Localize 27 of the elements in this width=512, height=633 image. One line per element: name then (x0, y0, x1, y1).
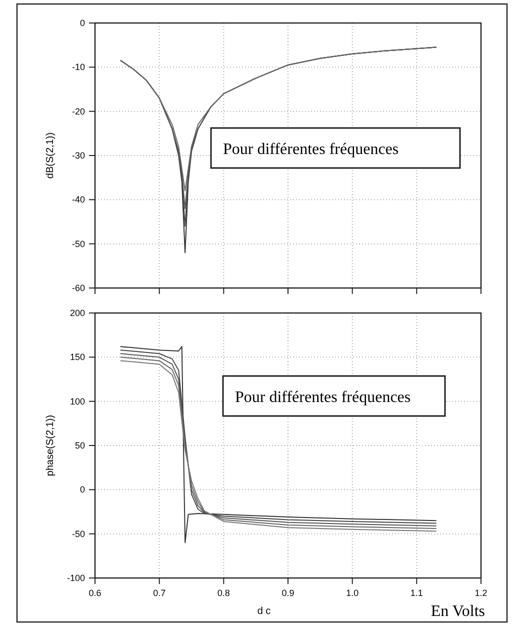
y-tick-label: -30 (72, 150, 85, 160)
y-tick-label: 200 (70, 308, 85, 318)
annotation: Pour différentes fréquences (235, 389, 411, 406)
annotation: Pour différentes fréquences (223, 141, 399, 158)
y-tick-label: 0 (80, 484, 85, 495)
x-tick-label: 0.9 (282, 588, 294, 598)
y-tick-label: -100 (66, 573, 85, 583)
y-axis-title: phase(S(2,1)) (45, 414, 56, 476)
y-tick-label: 50 (74, 440, 85, 450)
x-tick-label: 1.0 (346, 588, 359, 598)
x-tick-label: 0.8 (217, 588, 230, 598)
y-tick-label: -10 (72, 62, 85, 72)
y-axis-title: dB(S(2,1)) (45, 132, 56, 179)
y-tick-label: -20 (72, 106, 85, 116)
x-tick-label: 0.7 (153, 588, 166, 598)
y-tick-label: -50 (72, 238, 85, 249)
y-tick-label: 100 (70, 396, 85, 406)
y-tick-label: 150 (70, 352, 85, 362)
y-tick-label: -50 (72, 528, 85, 539)
y-tick-label: 0 (80, 18, 85, 28)
text: En Volts (430, 603, 485, 620)
x-tick-label: 1.2 (474, 588, 488, 598)
y-tick-label: -60 (72, 283, 85, 293)
x-tick-label: 1.1 (410, 588, 423, 598)
x-axis-title: d c (257, 606, 271, 617)
x-tick-label: 0.6 (88, 588, 102, 598)
y-tick-label: -40 (72, 194, 85, 205)
